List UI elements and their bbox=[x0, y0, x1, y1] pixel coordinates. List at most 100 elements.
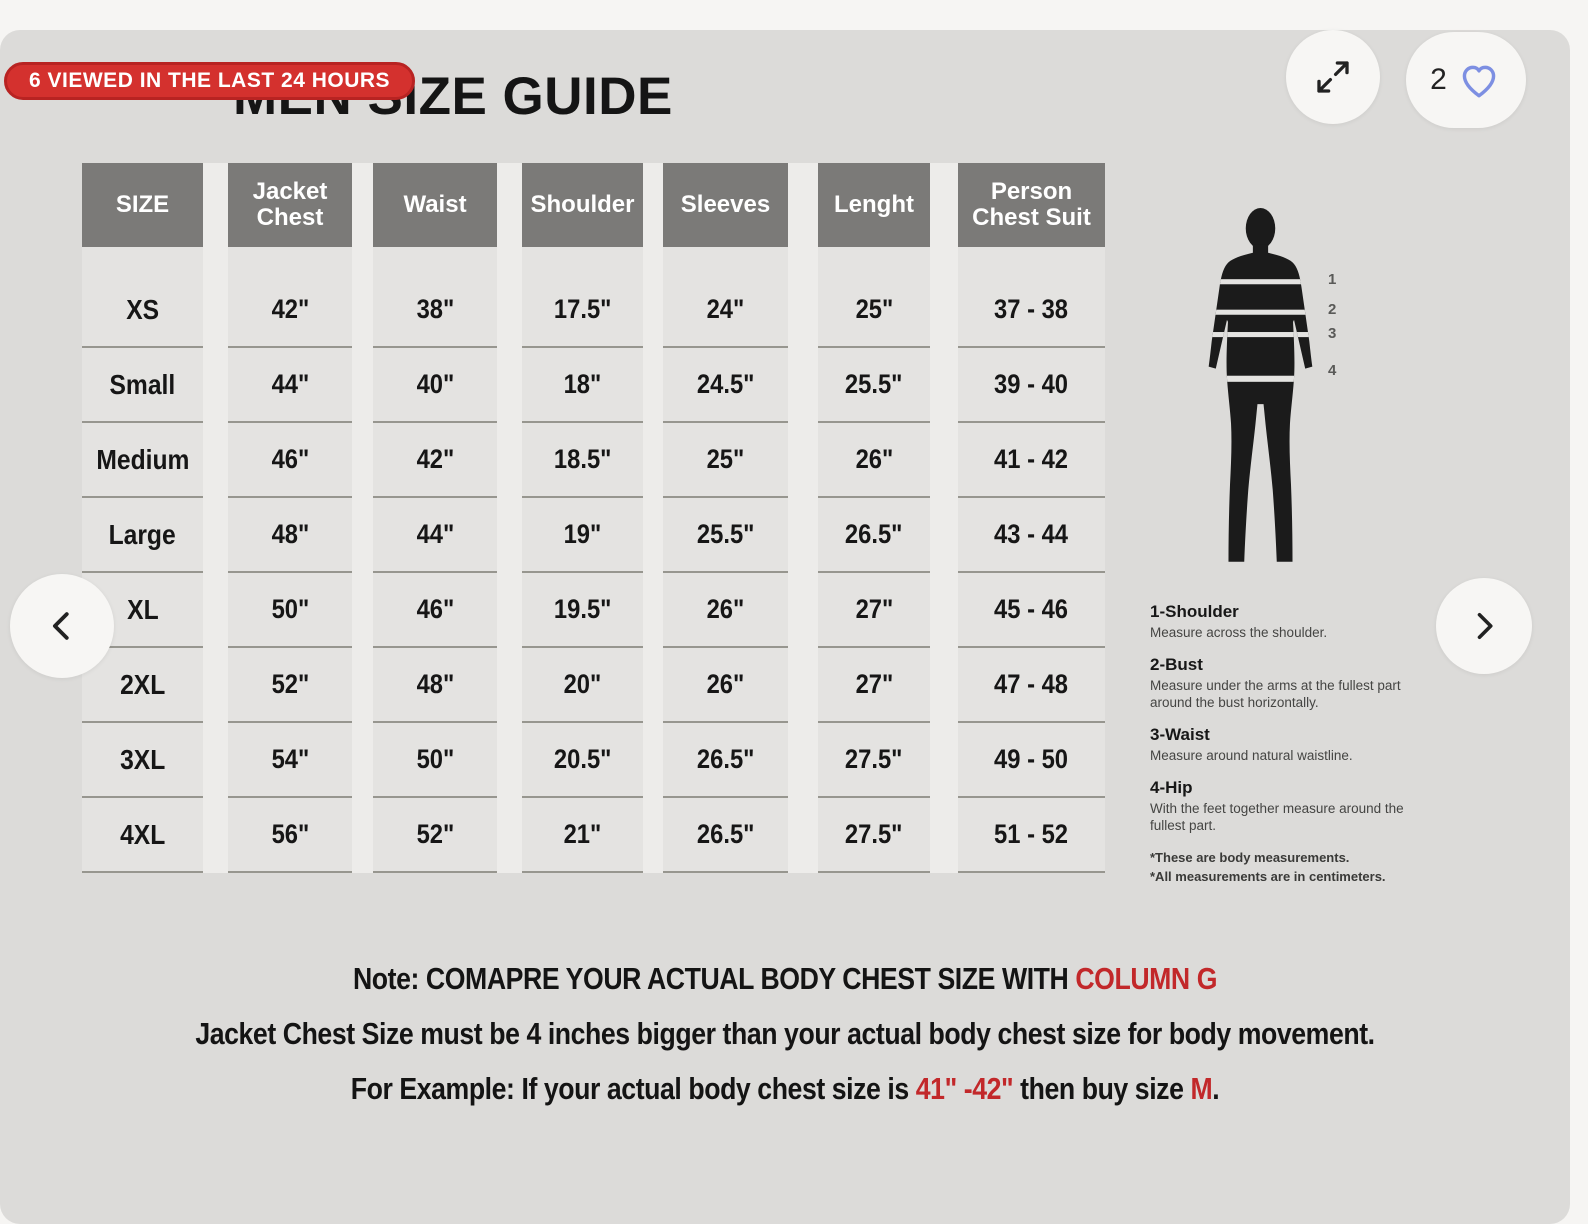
size-label: 2XL bbox=[82, 648, 203, 723]
measurement-cell: 24" bbox=[663, 273, 788, 348]
measurement-cell: 48" bbox=[373, 648, 497, 723]
measurement-cell: 26.5" bbox=[663, 723, 788, 798]
column-header: Person Chest Suit bbox=[958, 163, 1105, 247]
measurement-cell: 54" bbox=[228, 723, 352, 798]
measurement-cell: 46" bbox=[373, 573, 497, 648]
instruction-text: Measure across the shoulder. bbox=[1150, 625, 1328, 640]
viewed-badge: 6 VIEWED IN THE LAST 24 HOURS bbox=[4, 62, 416, 100]
size-label: XL bbox=[82, 573, 203, 648]
table-column: Jacket Chest 42" 44" 46" 48" 50" 52" 54" 56" bbox=[228, 163, 352, 873]
table-column: SIZE XS Small Medium Large XL 2XL 3XL 4XL bbox=[82, 163, 203, 873]
chevron-left-icon bbox=[52, 612, 69, 640]
size-label: Large bbox=[82, 498, 203, 573]
table-column: Shoulder 17.5" 18" 18.5" 19" 19.5" 20" 20.5" 21" bbox=[522, 163, 643, 873]
note-line-3: For Example: If your actual body chest s… bbox=[350, 1071, 1220, 1106]
measurement-cell: 19" bbox=[522, 498, 643, 573]
column-header: Jacket Chest bbox=[228, 163, 352, 247]
instruction-title: 1-Shoulder bbox=[1150, 602, 1239, 621]
measurement-cell: 48" bbox=[228, 498, 352, 573]
measurement-cell: 50" bbox=[373, 723, 497, 798]
measurement-cell: 42" bbox=[373, 423, 497, 498]
measurement-cell: 17.5" bbox=[522, 273, 643, 348]
measurement-cell: 52" bbox=[228, 648, 352, 723]
measurement-cell: 18.5" bbox=[522, 423, 643, 498]
measurement-cell: 27" bbox=[818, 648, 930, 723]
size-guide-image: 6 VIEWED IN THE LAST 24 HOURS MEN SIZE G… bbox=[0, 30, 1570, 1224]
measurement-cell: 26" bbox=[818, 423, 930, 498]
favorites-count: 2 bbox=[1430, 63, 1447, 96]
expand-button[interactable] bbox=[1286, 30, 1380, 124]
size-label: Small bbox=[82, 348, 203, 423]
measurement-cell: 42" bbox=[228, 273, 352, 348]
next-image-button[interactable] bbox=[1436, 578, 1532, 674]
footnotes: *These are body measurements. *All measur… bbox=[1150, 848, 1418, 886]
measurement-cell: 25" bbox=[818, 273, 930, 348]
measurement-cell: 52" bbox=[373, 798, 497, 873]
favorites-button[interactable]: 2 bbox=[1406, 32, 1526, 128]
figure-marker: 1 bbox=[1328, 271, 1337, 288]
measurement-cell: 26" bbox=[663, 573, 788, 648]
measurement-cell: 27.5" bbox=[818, 798, 930, 873]
measurement-cell: 49 - 50 bbox=[958, 723, 1105, 798]
note-line-2: Jacket Chest Size must be 4 inches bigge… bbox=[195, 1016, 1375, 1051]
measurement-cell: 37 - 38 bbox=[958, 273, 1105, 348]
size-label: XS bbox=[82, 273, 203, 348]
size-table: SIZE XS Small Medium Large XL 2XL 3XL 4XL Jacket … bbox=[82, 163, 1105, 873]
column-header: SIZE bbox=[82, 163, 203, 247]
prev-image-button[interactable] bbox=[10, 574, 114, 678]
instruction-text: With the feet together measure around th… bbox=[1150, 801, 1404, 833]
note-line-1: Note: COMAPRE YOUR ACTUAL BODY CHEST SIZ… bbox=[352, 961, 1218, 996]
instruction-title: 2-Bust bbox=[1150, 655, 1203, 674]
figure-marker: 3 bbox=[1328, 325, 1337, 342]
measurement-cell: 24.5" bbox=[663, 348, 788, 423]
measurement-cell: 26" bbox=[663, 648, 788, 723]
measurement-cell: 38" bbox=[373, 273, 497, 348]
column-g-highlight: COLUMN G bbox=[1075, 961, 1218, 996]
figure-marker: 2 bbox=[1328, 301, 1337, 318]
measurement-cell: 44" bbox=[228, 348, 352, 423]
heart-icon bbox=[1462, 65, 1496, 98]
measurement-cell: 18" bbox=[522, 348, 643, 423]
table-column: Waist 38" 40" 42" 44" 46" 48" 50" 52" bbox=[373, 163, 497, 873]
measurement-cell: 50" bbox=[228, 573, 352, 648]
table-column: Sleeves 24" 24.5" 25" 25.5" 26" 26" 26.5" 26.5" bbox=[663, 163, 788, 873]
measurement-cell: 56" bbox=[228, 798, 352, 873]
column-header: Lenght bbox=[818, 163, 930, 247]
column-header: Waist bbox=[373, 163, 497, 247]
note-block: Note: COMAPRE YOUR ACTUAL BODY CHEST SIZ… bbox=[110, 962, 1460, 1127]
measurement-figure: 1 2 3 4 bbox=[1198, 205, 1368, 585]
instruction-text: Measure under the arms at the fullest pa… bbox=[1150, 678, 1401, 710]
measurement-cell: 26.5" bbox=[663, 798, 788, 873]
measurement-cell: 45 - 46 bbox=[958, 573, 1105, 648]
measurement-cell: 20" bbox=[522, 648, 643, 723]
measurement-cell: 25.5" bbox=[663, 498, 788, 573]
instruction-title: 4-Hip bbox=[1150, 778, 1193, 797]
figure-marker: 4 bbox=[1328, 362, 1337, 379]
footnote: *All measurements are in centimeters. bbox=[1150, 869, 1386, 884]
size-m-highlight: M bbox=[1190, 1071, 1213, 1106]
measurement-cell: 26.5" bbox=[818, 498, 930, 573]
size-label: 3XL bbox=[82, 723, 203, 798]
measurement-cell: 20.5" bbox=[522, 723, 643, 798]
instruction-title: 3-Waist bbox=[1150, 725, 1210, 744]
table-column: Lenght 25" 25.5" 26" 26.5" 27" 27" 27.5" 27.5" bbox=[818, 163, 930, 873]
measurement-instructions: 1-Shoulder Measure across the shoulder. 2-… bbox=[1150, 588, 1418, 886]
measurement-cell: 27.5" bbox=[818, 723, 930, 798]
measurement-cell: 40" bbox=[373, 348, 497, 423]
measurement-cell: 21" bbox=[522, 798, 643, 873]
instruction-text: Measure around natural waistline. bbox=[1150, 748, 1353, 763]
measurement-cell: 19.5" bbox=[522, 573, 643, 648]
measurement-cell: 39 - 40 bbox=[958, 348, 1105, 423]
footnote: *These are body measurements. bbox=[1150, 850, 1350, 865]
measurement-cell: 46" bbox=[228, 423, 352, 498]
body-silhouette-icon bbox=[1208, 208, 1313, 562]
size-range-highlight: 41" -42" bbox=[915, 1071, 1014, 1106]
chevron-right-icon bbox=[1477, 612, 1493, 640]
size-label: 4XL bbox=[82, 798, 203, 873]
measurement-cell: 25" bbox=[663, 423, 788, 498]
measurement-cell: 27" bbox=[818, 573, 930, 648]
measurement-cell: 47 - 48 bbox=[958, 648, 1105, 723]
expand-icon bbox=[1317, 61, 1349, 93]
measurement-cell: 51 - 52 bbox=[958, 798, 1105, 873]
